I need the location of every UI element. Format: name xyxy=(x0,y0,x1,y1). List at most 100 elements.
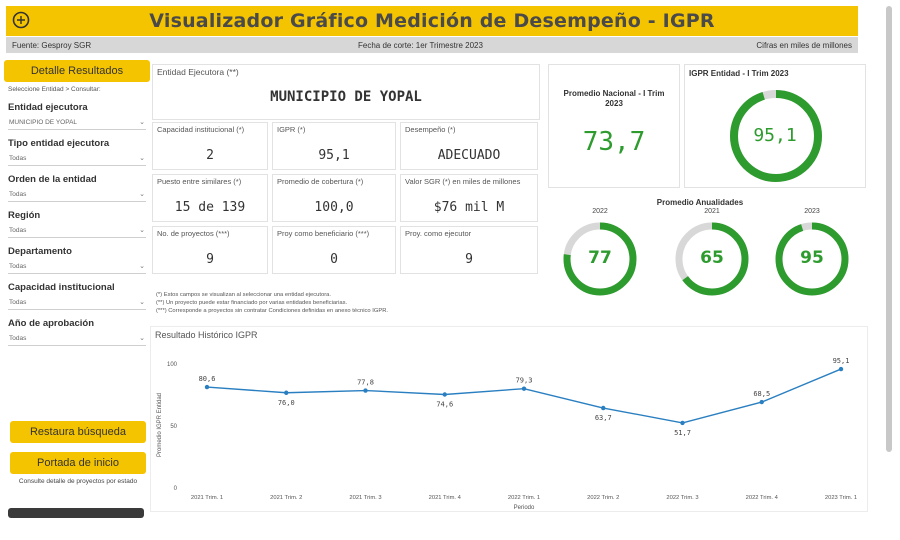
data-point xyxy=(521,386,527,391)
kpi-label: IGPR (*) xyxy=(277,125,306,134)
kpi-card: Puesto entre similares (*) 15 de 139 xyxy=(152,174,268,222)
filter-select[interactable]: Todas ⌄ xyxy=(8,224,146,239)
data-point xyxy=(442,392,447,397)
kpi-card: Desempeño (*) ADECUADO xyxy=(400,122,538,170)
filter-group: Capacidad institucional Todas ⌄ xyxy=(4,282,150,311)
historico-chart-card: Resultado Histórico IGPR 100 50 0 Promedio I… xyxy=(150,326,868,512)
x-tick-label: 2022 Trim. 4 xyxy=(746,495,779,501)
filter-select[interactable]: Todas ⌄ xyxy=(8,260,146,275)
filter-group: Entidad ejecutora MUNICIPIO DE YOPAL ⌄ xyxy=(4,102,150,131)
filter-group: Orden de la entidad Todas ⌄ xyxy=(4,174,150,203)
filter-value: MUNICIPIO DE YOPAL xyxy=(9,118,78,126)
kpi-label: Promedio de cobertura (*) xyxy=(277,177,364,186)
anualidad-ring xyxy=(775,222,849,296)
igpr-entidad-label: IGPR Entidad - I Trim 2023 xyxy=(689,69,789,78)
filter-select[interactable]: Todas ⌄ xyxy=(8,188,146,203)
kpi-value: 95,1 xyxy=(318,148,350,163)
historico-chart: Resultado Histórico IGPR 100 50 0 Promedio I… xyxy=(155,330,857,511)
data-label: 68,5 xyxy=(753,390,770,398)
subtitle-bar: Fuente: Gesproy SGR Fecha de corte: 1er … xyxy=(6,37,858,53)
filter-select[interactable]: MUNICIPIO DE YOPAL ⌄ xyxy=(8,116,146,131)
filter-label: Capacidad institucional xyxy=(8,282,115,294)
filter-group: Departamento Todas ⌄ xyxy=(4,246,150,275)
data-label: 51,7 xyxy=(674,429,691,437)
kpi-label: Valor SGR (*) en miles de millones xyxy=(405,177,521,186)
x-tick-label: 2021 Trim. 4 xyxy=(429,495,462,501)
igpr-gauge xyxy=(730,90,822,182)
promedio-nacional-card: Promedio Nacional - I Trim 2023 73,7 xyxy=(548,64,680,188)
scrollbar[interactable] xyxy=(886,6,892,452)
anualidad-ring-arc xyxy=(563,222,637,296)
kpi-value: $76 mil M xyxy=(433,200,505,215)
kpi-label: Desempeño (*) xyxy=(405,125,456,134)
kpi-label: No. de proyectos (***) xyxy=(157,229,230,238)
anualidad-value: 95 xyxy=(800,248,824,268)
page-title: Visualizador Gráfico Medición de Desempe… xyxy=(149,10,715,32)
filter-value: Todas xyxy=(9,190,27,198)
igpr-entidad-value: 95,1 xyxy=(753,125,797,146)
y-axis-label: Promedio IGPR Entidad xyxy=(157,393,163,457)
chevron-down-icon: ⌄ xyxy=(139,299,145,307)
anualidad-value: 77 xyxy=(588,248,612,268)
chevron-down-icon: ⌄ xyxy=(139,155,145,163)
anualidad-gauge: 2023 95 xyxy=(772,208,852,304)
x-tick-label: 2022 Trim. 1 xyxy=(508,495,540,501)
kpi-card: Valor SGR (*) en miles de millones $76 mi… xyxy=(400,174,538,222)
x-tick-label: 2021 Trim. 3 xyxy=(349,495,381,501)
filter-label: Orden de la entidad xyxy=(8,174,97,186)
title-bar: Visualizador Gráfico Medición de Desempe… xyxy=(6,6,858,36)
chevron-down-icon: ⌄ xyxy=(139,227,145,235)
anualidad-value: 65 xyxy=(700,248,724,268)
entidad-label: Entidad Ejecutora (**) xyxy=(157,67,239,77)
igpr-entidad-card: IGPR Entidad - I Trim 2023 95,1 xyxy=(684,64,866,188)
anualidad-year: 2023 xyxy=(804,208,820,215)
sidebar-hint: Seleccione Entidad > Consultar: xyxy=(8,86,101,93)
sidebar: Detalle Resultados Seleccione Entidad > … xyxy=(4,60,150,530)
x-tick-label: 2022 Trim. 2 xyxy=(587,495,619,501)
detalle-resultados-button[interactable]: Detalle Resultados xyxy=(4,60,150,82)
anualidad-ring-arc xyxy=(775,222,849,296)
filter-select[interactable]: Todas ⌄ xyxy=(8,152,146,167)
x-tick-label: 2023 Trim. 1 xyxy=(825,495,857,501)
entidad-card: Entidad Ejecutora (**) MUNICIPIO DE YOPA… xyxy=(152,64,540,120)
kpi-label: Puesto entre similares (*) xyxy=(157,177,242,186)
anualidad-year: 2021 xyxy=(704,208,720,215)
promedio-nacional-label: Promedio Nacional - I Trim 2023 xyxy=(563,89,665,109)
filter-value: Todas xyxy=(9,262,27,270)
anualidad-gauge: 2022 77 xyxy=(560,208,640,304)
data-point xyxy=(363,388,368,393)
chart-title: Resultado Histórico IGPR xyxy=(155,330,258,340)
data-label: 76,0 xyxy=(278,399,295,407)
kpi-value: 9 xyxy=(206,252,214,267)
restaura-busqueda-button[interactable]: Restaura búsqueda xyxy=(10,421,146,443)
filter-select[interactable]: Todas ⌄ xyxy=(8,332,146,347)
kpi-value: 9 xyxy=(465,252,473,267)
kpi-card: No. de proyectos (***) 9 xyxy=(152,226,268,274)
consulte-link[interactable]: Consulte detalle de proyectos por estado xyxy=(18,478,138,485)
kpi-value: 2 xyxy=(206,148,214,163)
data-label: 80,6 xyxy=(199,375,216,383)
dark-button[interactable] xyxy=(8,508,144,518)
x-tick-label: 2021 Trim. 2 xyxy=(270,495,302,501)
data-point xyxy=(838,366,844,372)
data-point xyxy=(759,399,764,405)
x-tick-label: 2022 Trim. 3 xyxy=(666,495,698,501)
filter-group: Tipo entidad ejecutora Todas ⌄ xyxy=(4,138,150,167)
anualidad-ring xyxy=(563,222,637,296)
data-label: 79,3 xyxy=(516,377,533,385)
kpi-card: Promedio de cobertura (*) 100,0 xyxy=(272,174,396,222)
kpi-value: 15 de 139 xyxy=(174,200,246,215)
chevron-down-icon: ⌄ xyxy=(139,119,145,127)
y-tick-label: 50 xyxy=(170,424,177,430)
anualidad-year: 2022 xyxy=(592,208,608,215)
y-tick-label: 0 xyxy=(174,486,178,492)
logo-icon xyxy=(12,11,30,29)
kpi-value: 100,0 xyxy=(314,200,354,215)
footnotes: (*) Estos campos se visualizan al selecc… xyxy=(156,292,388,315)
chevron-down-icon: ⌄ xyxy=(139,335,145,343)
chevron-down-icon: ⌄ xyxy=(139,263,145,271)
kpi-value: 0 xyxy=(330,252,338,267)
portada-inicio-button[interactable]: Portada de inicio xyxy=(10,452,146,474)
filter-label: Región xyxy=(8,210,41,222)
filter-select[interactable]: Todas ⌄ xyxy=(8,296,146,311)
